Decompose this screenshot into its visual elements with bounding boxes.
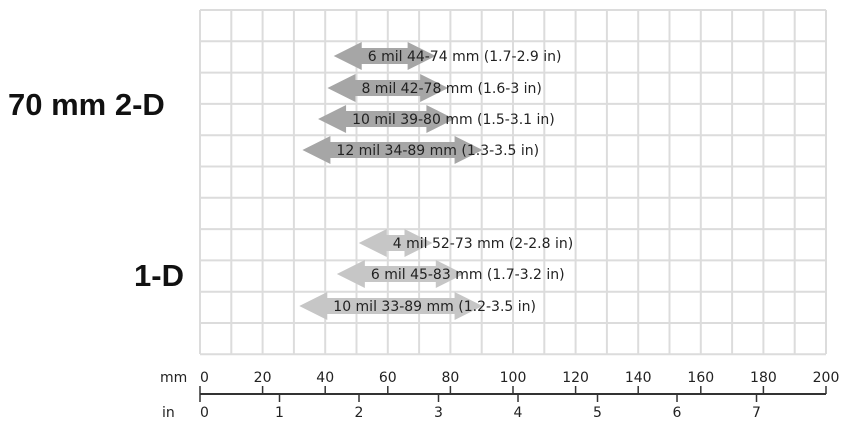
axis: mm in 0 20 40 60 80 100 120 140 160 180 200 0 1 2 3 4 5 6…: [160, 370, 839, 421]
in-tick-label: 1: [275, 405, 284, 421]
mm-tick-label: 20: [254, 370, 272, 386]
range-label: 8 mil 42-78 mm (1.6-3 in): [361, 81, 541, 97]
range-arrow: [333, 42, 436, 70]
in-tick-label: 6: [673, 405, 682, 421]
mm-tick-label: 120: [562, 370, 589, 386]
in-tick-label: 4: [514, 405, 523, 421]
range-arrows: [299, 42, 483, 320]
in-tick-label: 7: [752, 405, 761, 421]
range-arrow: [327, 74, 449, 102]
range-label: 6 mil 44-74 mm (1.7-2.9 in): [368, 49, 562, 65]
mm-tick-label: 40: [316, 370, 334, 386]
group-label-1d: 1-D: [134, 258, 184, 293]
mm-tick-label: 100: [500, 370, 527, 386]
in-unit-label: in: [162, 405, 175, 421]
range-arrow: [299, 292, 483, 320]
mm-tick-label: 80: [441, 370, 459, 386]
range-arrow: [358, 229, 433, 257]
range-label: 12 mil 34-89 mm (1.3-3.5 in): [336, 143, 539, 159]
mm-tick-label: 160: [687, 370, 714, 386]
in-tick-label: 0: [200, 405, 209, 421]
in-tick-label: 3: [434, 405, 443, 421]
range-arrow: [318, 105, 455, 133]
range-arrow: [302, 136, 483, 164]
range-arrow: [336, 260, 464, 288]
group-label-2d: 70 mm 2-D: [8, 87, 165, 122]
range-label: 10 mil 39-80 mm (1.5-3.1 in): [352, 112, 555, 128]
range-label: 4 mil 52-73 mm (2-2.8 in): [393, 236, 573, 252]
range-label: 6 mil 45-83 mm (1.7-3.2 in): [371, 267, 565, 283]
in-tick-label: 2: [355, 405, 364, 421]
range-label: 10 mil 33-89 mm (1.2-3.5 in): [333, 299, 536, 315]
mm-tick-label: 200: [813, 370, 840, 386]
mm-tick-label: 140: [625, 370, 652, 386]
mm-unit-label: mm: [160, 370, 187, 386]
in-tick-label: 5: [593, 405, 602, 421]
mm-tick-label: 0: [200, 370, 209, 386]
mm-tick-label: 180: [750, 370, 777, 386]
mm-tick-label: 60: [379, 370, 397, 386]
range-labels: 6 mil 44-74 mm (1.7-2.9 in) 8 mil 42-78 m…: [333, 49, 573, 315]
